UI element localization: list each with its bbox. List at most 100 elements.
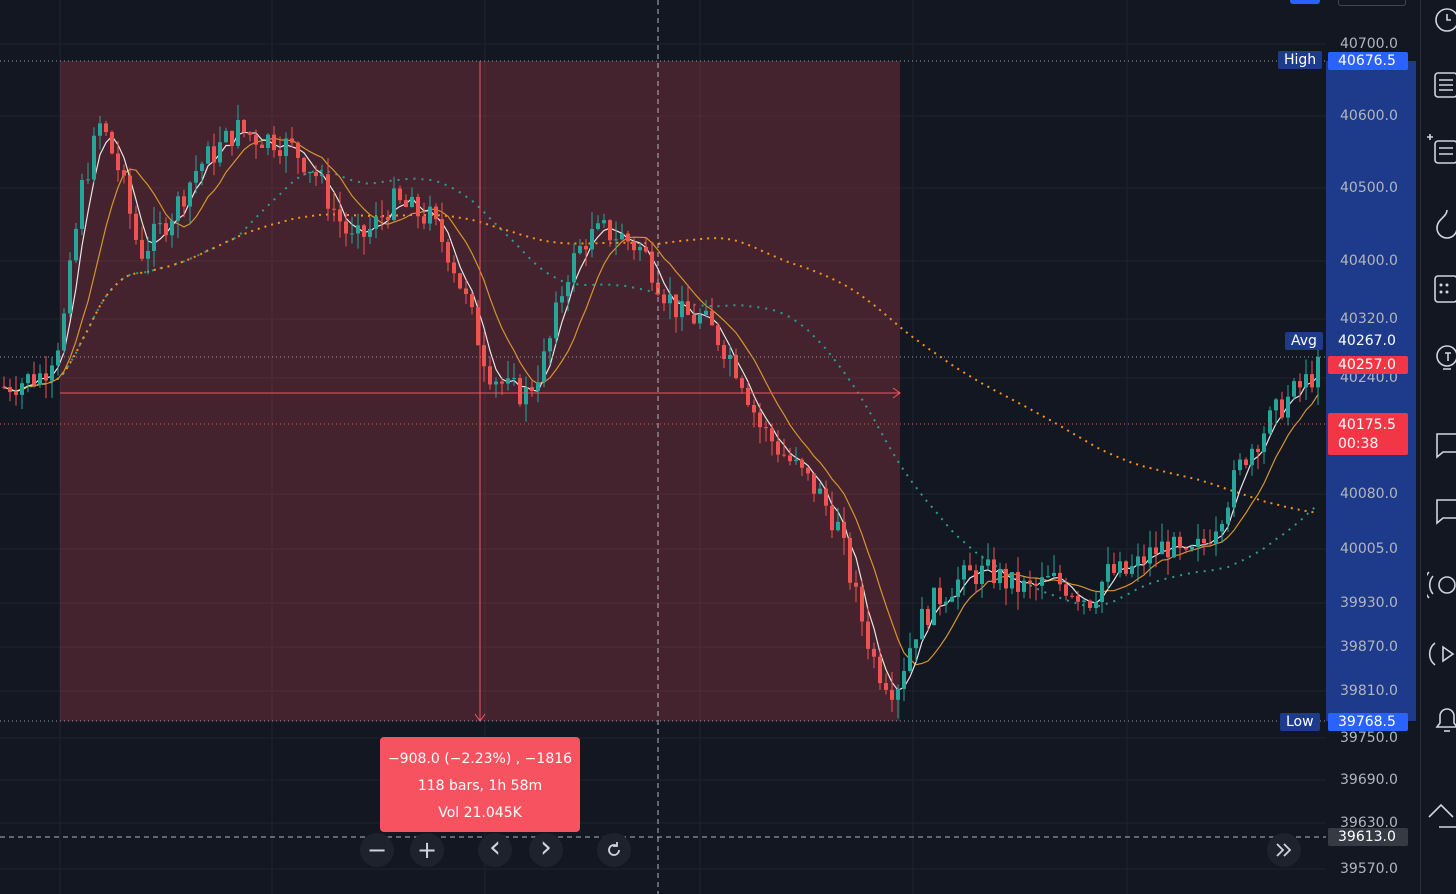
candle-body: [236, 120, 240, 146]
candle-body: [14, 392, 18, 395]
candle-body: [590, 228, 594, 250]
candle-body: [818, 488, 822, 494]
details-icon[interactable]: [1427, 131, 1456, 165]
candle-body: [830, 505, 834, 531]
candle-body: [836, 521, 840, 531]
candle-body: [524, 387, 528, 405]
minus-icon: −: [366, 836, 388, 864]
candle-body: [1076, 595, 1080, 602]
candle-body: [1172, 536, 1176, 558]
candle-body: [374, 216, 378, 229]
candle-body: [2, 386, 6, 388]
candle-body: [284, 138, 288, 156]
streams-icon[interactable]: [1423, 568, 1456, 602]
calendar-icon[interactable]: [1427, 272, 1456, 306]
candle-body: [512, 378, 516, 380]
candle-body: [296, 142, 300, 159]
price-tick: 40400.0: [1340, 253, 1398, 269]
price-axis[interactable]: 40700.0 40600.0 40500.0 40400.0 40320.0 40240…: [1326, 0, 1416, 894]
candle-body: [476, 307, 480, 346]
candle-body: [1166, 541, 1170, 558]
candle-body: [500, 381, 504, 384]
candle-body: [26, 374, 30, 384]
chat-icon[interactable]: [1427, 494, 1456, 528]
candle-body: [92, 135, 96, 180]
playback-icon[interactable]: [1427, 637, 1456, 671]
candle-body: [218, 142, 222, 163]
watchlist-icon[interactable]: [1427, 68, 1456, 102]
scroll-right-button[interactable]: ›: [529, 833, 563, 867]
scroll-left-button[interactable]: ‹: [478, 833, 512, 867]
candle-body: [260, 144, 264, 149]
candle-body: [722, 345, 726, 359]
candle-body: [266, 134, 270, 149]
scroll-to-realtime-button[interactable]: [1267, 833, 1301, 867]
alerts-icon[interactable]: [1427, 703, 1456, 737]
candle-body: [680, 301, 684, 318]
candle-body: [386, 216, 390, 221]
candle-body: [758, 412, 762, 428]
reset-chart-button[interactable]: [597, 833, 631, 867]
candle-body: [974, 570, 978, 585]
candle-body: [794, 459, 798, 462]
candle-body: [1286, 396, 1290, 418]
candle-body: [572, 253, 576, 283]
candle-body: [704, 310, 708, 315]
candle-body: [398, 188, 402, 201]
candle-body: [188, 182, 192, 207]
candle-body: [806, 467, 810, 474]
price-chart[interactable]: [0, 0, 1326, 894]
candle-body: [1118, 561, 1122, 573]
candle-body: [224, 130, 228, 143]
candle-body: [176, 196, 180, 221]
candle-body: [578, 245, 582, 254]
candle-body: [98, 123, 102, 136]
last-price-label: 40257.0: [1328, 356, 1408, 374]
candle-body: [170, 220, 174, 236]
candle-body: [506, 378, 510, 384]
candle-body: [152, 223, 156, 252]
candle-body: [1058, 572, 1062, 585]
alarm-icon[interactable]: [1427, 3, 1456, 37]
candle-body: [1088, 600, 1092, 608]
chat-icon[interactable]: [1427, 428, 1456, 462]
candle-body: [644, 246, 648, 252]
ideas-icon[interactable]: [1427, 341, 1456, 375]
chart-area[interactable]: −908.0 (−2.23%) , −1816 118 bars, 1h 58m…: [0, 0, 1326, 894]
candle-body: [242, 120, 246, 133]
candle-body: [1280, 399, 1284, 418]
candle-body: [140, 239, 144, 259]
trend-icon[interactable]: [1427, 795, 1456, 829]
measurement-horizontal-arrowhead: [892, 387, 901, 399]
candle-body: [1316, 356, 1320, 388]
avg-price-label: 40267.0: [1338, 333, 1396, 349]
candle-body: [230, 130, 234, 146]
candle-body: [1022, 580, 1026, 592]
candle-body: [692, 314, 696, 324]
candle-body: [842, 521, 846, 538]
candle-body: [38, 373, 42, 385]
candle-body: [44, 373, 48, 381]
zoom-out-button[interactable]: −: [360, 833, 394, 867]
candle-body: [62, 313, 66, 351]
candle-body: [308, 172, 312, 174]
plus-icon: +: [416, 836, 438, 864]
high-tag: High: [1278, 51, 1323, 69]
zoom-in-button[interactable]: +: [410, 833, 444, 867]
double-chevron-right-icon: [1276, 843, 1292, 857]
current-price-label: 40175.5 00:38: [1328, 413, 1408, 455]
price-tick: 40080.0: [1340, 486, 1398, 502]
candle-body: [548, 338, 552, 352]
candles: [2, 104, 1320, 719]
candle-body: [938, 587, 942, 605]
hotlist-icon[interactable]: [1427, 206, 1456, 240]
candle-body: [278, 150, 282, 156]
candle-body: [20, 383, 24, 395]
candle-body: [80, 179, 84, 229]
right-toolbar: [1420, 0, 1456, 894]
candle-body: [584, 245, 588, 250]
candle-body: [488, 366, 492, 385]
candle-body: [1142, 556, 1146, 564]
top-box: [1338, 0, 1406, 6]
candle-body: [254, 134, 258, 145]
